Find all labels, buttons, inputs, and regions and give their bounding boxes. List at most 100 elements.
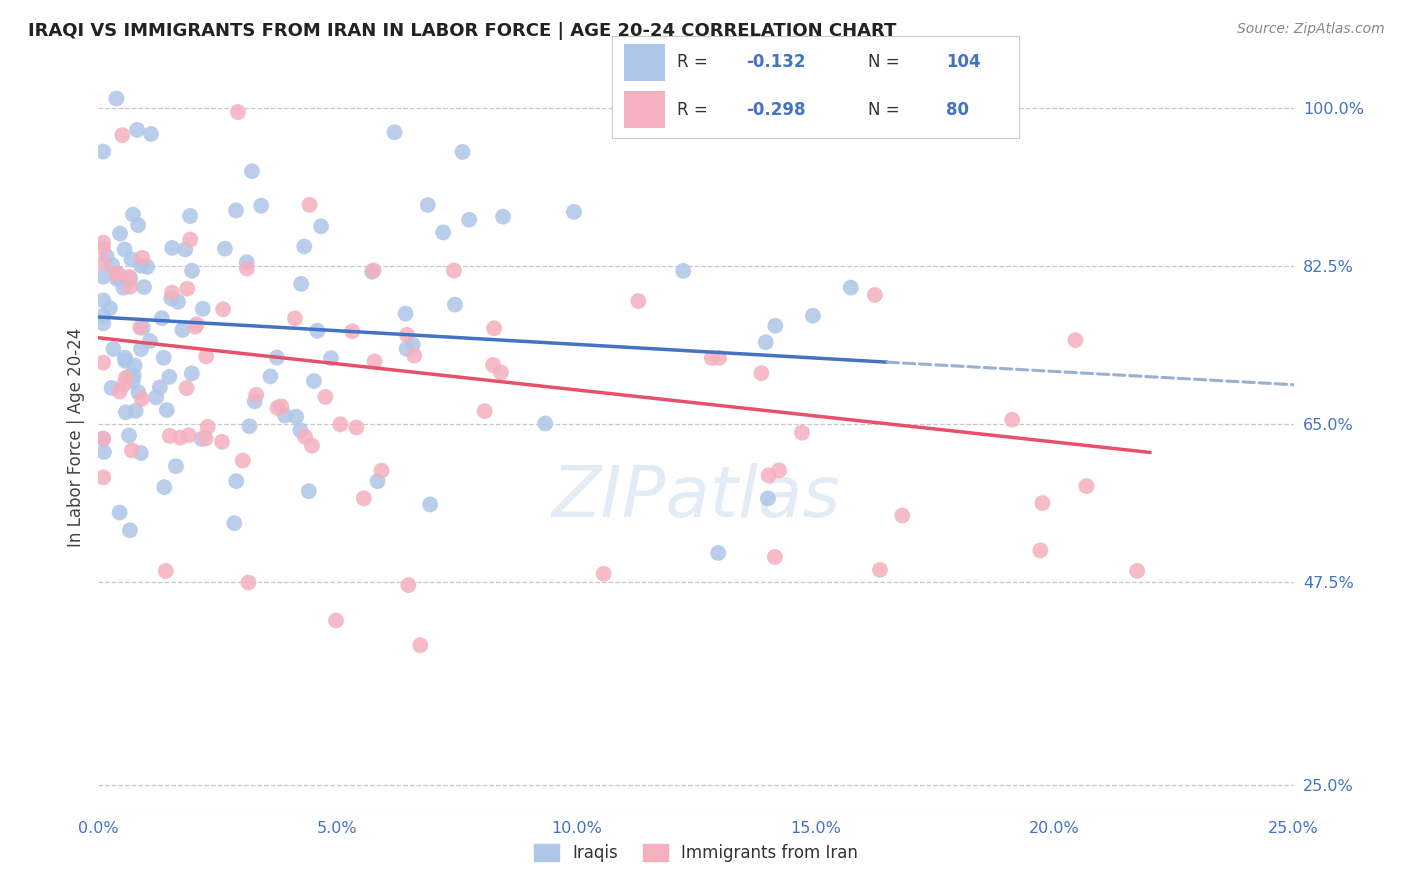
Text: -0.298: -0.298	[747, 101, 806, 119]
Point	[112, 377, 135, 392]
Text: -0.132: -0.132	[747, 54, 806, 71]
Point	[402, 337, 425, 351]
Point	[274, 409, 297, 423]
Point	[136, 260, 159, 274]
Point	[534, 417, 557, 431]
Point	[700, 351, 723, 365]
Bar	[624, 91, 665, 128]
Point	[763, 549, 786, 564]
Point	[121, 443, 143, 458]
Point	[91, 241, 114, 255]
Point	[132, 280, 155, 294]
Point	[409, 638, 432, 652]
Point	[114, 354, 136, 368]
Point	[250, 199, 273, 213]
Point	[172, 323, 194, 337]
Point	[474, 404, 496, 418]
Point	[156, 403, 179, 417]
Point	[344, 420, 367, 434]
Point	[118, 428, 141, 442]
Point	[839, 280, 862, 294]
Point	[763, 318, 786, 333]
Text: IRAQI VS IMMIGRANTS FROM IRAN IN LABOR FORCE | AGE 20-24 CORRELATION CHART: IRAQI VS IMMIGRANTS FROM IRAN IN LABOR F…	[28, 22, 897, 40]
Point	[353, 491, 375, 506]
Point	[243, 394, 266, 409]
Point	[129, 259, 152, 273]
Point	[91, 432, 114, 446]
Point	[259, 369, 281, 384]
Point	[115, 370, 138, 384]
Point	[131, 392, 153, 406]
Point	[101, 258, 124, 272]
Point	[160, 285, 183, 300]
Point	[492, 210, 515, 224]
Point	[240, 164, 263, 178]
Point	[118, 269, 141, 284]
Point	[302, 374, 325, 388]
Point	[91, 235, 114, 250]
Point	[93, 445, 115, 459]
Point	[482, 321, 505, 335]
Point	[863, 288, 886, 302]
Point	[165, 459, 187, 474]
Point	[91, 256, 114, 270]
Text: R =: R =	[676, 54, 713, 71]
Point	[214, 242, 236, 256]
Text: R =: R =	[676, 101, 713, 119]
Point	[155, 564, 177, 578]
Point	[225, 203, 247, 218]
Point	[98, 301, 121, 315]
Point	[325, 614, 347, 628]
Point	[124, 359, 146, 373]
Point	[181, 263, 204, 277]
Point	[801, 309, 824, 323]
Point	[707, 351, 730, 365]
Point	[238, 419, 260, 434]
Point	[298, 484, 321, 499]
Point	[489, 365, 512, 379]
Point	[127, 123, 149, 137]
Point	[396, 578, 419, 592]
Point	[127, 218, 149, 232]
Point	[112, 281, 135, 295]
Point	[285, 409, 308, 424]
Point	[292, 239, 315, 253]
Point	[758, 468, 780, 483]
Point	[129, 342, 152, 356]
Point	[432, 226, 454, 240]
Point	[329, 417, 352, 432]
Point	[91, 316, 114, 330]
Point	[131, 251, 153, 265]
Text: N =: N =	[869, 54, 905, 71]
Point	[301, 439, 323, 453]
Point	[111, 128, 134, 142]
Point	[149, 380, 172, 394]
Point	[627, 293, 650, 308]
Y-axis label: In Labor Force | Age 20-24: In Labor Force | Age 20-24	[66, 327, 84, 547]
Point	[562, 205, 585, 219]
Point	[177, 428, 200, 442]
Point	[768, 463, 790, 477]
Point	[174, 243, 197, 257]
Point	[367, 474, 389, 488]
Point	[238, 575, 260, 590]
Point	[290, 277, 312, 291]
Point	[416, 198, 439, 212]
Point	[1001, 413, 1024, 427]
Point	[105, 91, 128, 105]
Point	[190, 432, 212, 446]
Point	[266, 401, 288, 415]
Point	[869, 563, 891, 577]
Point	[91, 470, 114, 484]
Point	[451, 145, 474, 159]
Point	[211, 434, 233, 449]
Point	[226, 105, 249, 120]
Text: Source: ZipAtlas.com: Source: ZipAtlas.com	[1237, 22, 1385, 37]
Point	[122, 368, 145, 383]
Point	[232, 453, 254, 467]
Point	[224, 516, 246, 531]
Point	[342, 324, 364, 338]
Point	[127, 385, 149, 400]
Point	[153, 480, 176, 494]
Point	[91, 432, 114, 446]
